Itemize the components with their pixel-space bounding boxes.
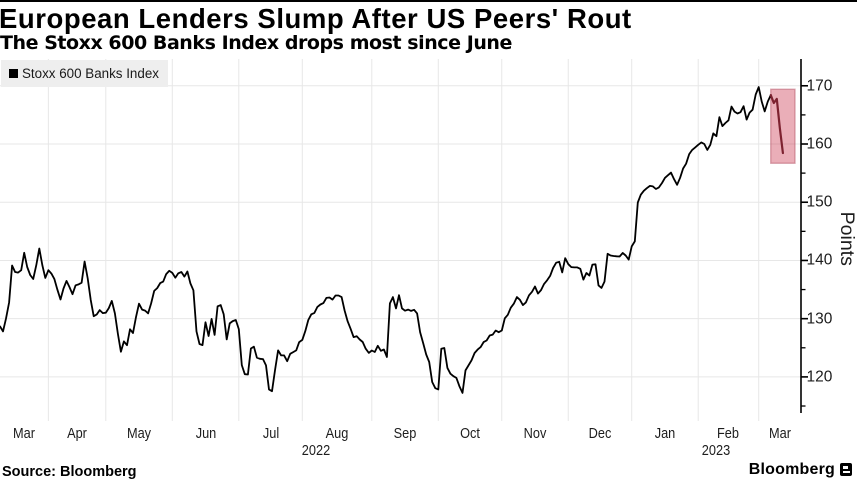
x-month-label: May [126, 426, 152, 442]
legend: Stoxx 600 Banks Index [1, 60, 168, 87]
slump-highlight-line [769, 93, 785, 155]
y-tick-label: 120 [806, 368, 833, 386]
source-note: Source: Bloomberg [2, 464, 137, 480]
y-tick-label: 140 [806, 251, 833, 269]
y-tick-label: 170 [806, 77, 833, 95]
y-tick-label: 130 [806, 309, 833, 327]
chart-subtitle: The Stoxx 600 Banks Index drops most sin… [0, 31, 512, 54]
y-axis-title: Points [835, 211, 857, 266]
x-month-label: Feb [717, 426, 740, 442]
chart-title: European Lenders Slump After US Peers' R… [0, 2, 632, 34]
x-month-label: Jun [195, 426, 216, 442]
x-month-label: Nov [523, 426, 547, 442]
x-month-label: Sep [393, 426, 417, 442]
bloomberg-logo-icon [840, 463, 852, 476]
x-month-label: Dec [588, 426, 612, 442]
legend-swatch-icon [9, 69, 18, 78]
x-month-label: Jan [654, 426, 676, 442]
x-month-label: Oct [460, 426, 480, 442]
legend-label: Stoxx 600 Banks Index [22, 66, 159, 81]
x-month-label: Mar [13, 426, 36, 442]
y-tick-label: 160 [806, 135, 833, 153]
y-tick-label: 150 [806, 193, 833, 211]
x-year-label: 2022 [301, 443, 331, 459]
x-year-label: 2023 [702, 443, 731, 459]
index-price-line [0, 86, 772, 394]
x-month-label: Apr [67, 426, 87, 442]
x-month-label: Jul [262, 426, 279, 442]
x-month-label: Aug [325, 426, 349, 442]
bloomberg-wordmark: Bloomberg [748, 461, 835, 478]
x-month-label: Mar [768, 426, 791, 442]
top-divider [0, 0, 857, 2]
